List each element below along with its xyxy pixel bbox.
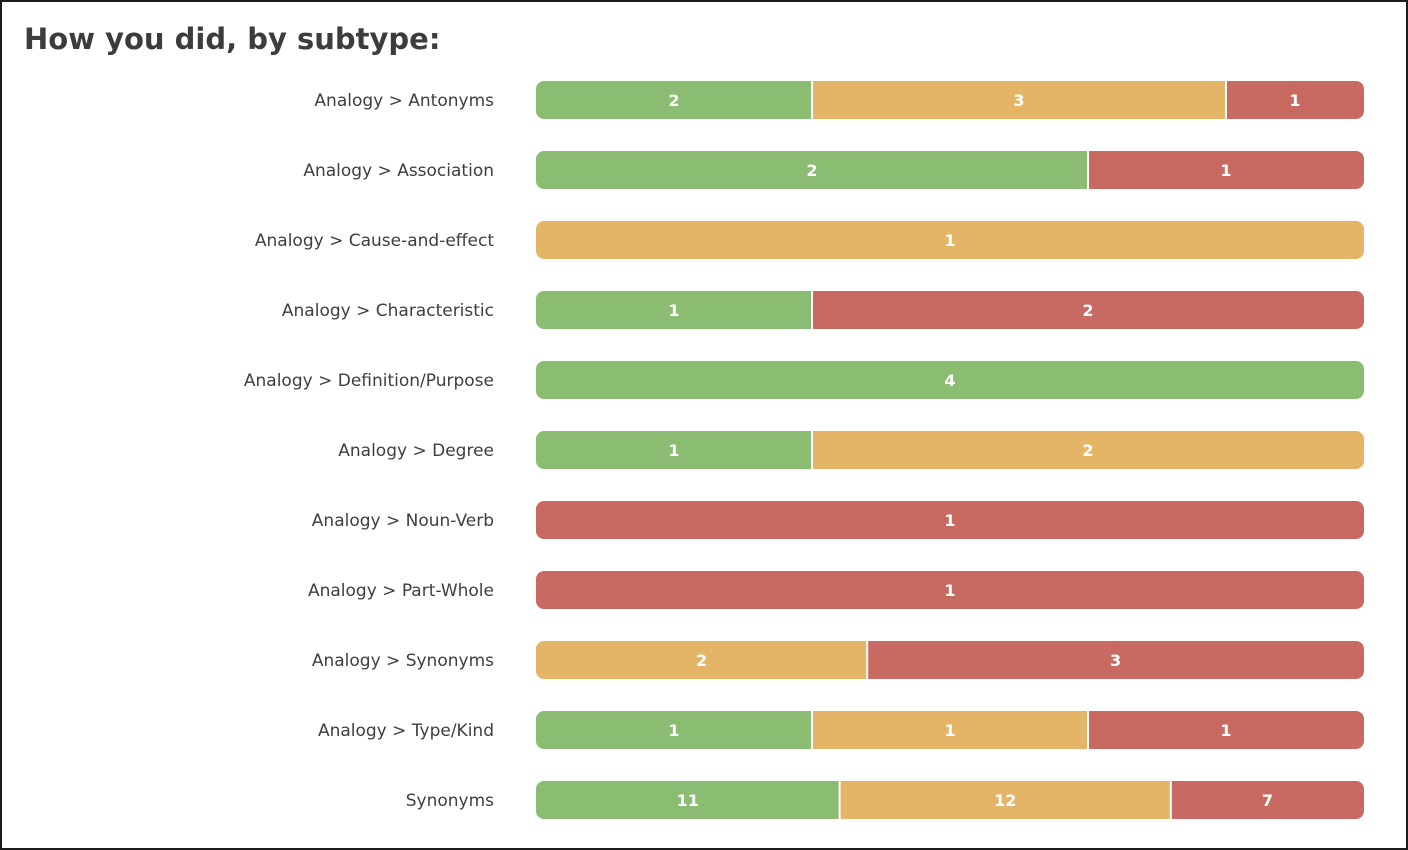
category-label: Analogy > Synonyms <box>312 651 494 671</box>
segment-value-label: 1 <box>668 441 679 460</box>
bar-segment[interactable] <box>536 711 812 749</box>
bar-row <box>536 781 1364 819</box>
category-label: Analogy > Degree <box>338 441 494 461</box>
bar-segment[interactable] <box>536 361 1364 399</box>
bar-segment[interactable] <box>536 221 1364 259</box>
segment-value-label: 3 <box>1110 651 1121 670</box>
category-label: Analogy > Part-Whole <box>308 581 494 601</box>
segment-value-label: 7 <box>1262 791 1273 810</box>
bar-segment[interactable] <box>536 501 1364 539</box>
segment-value-label: 2 <box>696 651 707 670</box>
bar-segment[interactable] <box>1226 81 1364 119</box>
bar-row <box>536 571 1364 609</box>
bar-row <box>536 501 1364 539</box>
segment-value-label: 1 <box>1289 91 1300 110</box>
category-label: Analogy > Characteristic <box>282 301 494 321</box>
segment-value-label: 2 <box>1082 441 1093 460</box>
bar-row <box>536 641 1364 679</box>
bar-segment[interactable] <box>536 431 812 469</box>
segment-value-label: 1 <box>1220 161 1231 180</box>
category-label: Analogy > Type/Kind <box>318 721 494 741</box>
segment-value-label: 1 <box>944 231 955 250</box>
segment-value-label: 4 <box>944 371 955 390</box>
bar-segment[interactable] <box>1088 151 1364 189</box>
segment-value-label: 1 <box>944 511 955 530</box>
bar-segment[interactable] <box>1170 781 1364 819</box>
bar-row <box>536 431 1364 469</box>
chart-title: How you did, by subtype: <box>24 22 441 56</box>
bar-segment[interactable] <box>812 291 1364 329</box>
bar-segment[interactable] <box>812 711 1088 749</box>
segment-value-label: 1 <box>944 581 955 600</box>
bar-row <box>536 221 1364 259</box>
bar-row <box>536 711 1364 749</box>
category-label: Analogy > Cause-and-effect <box>255 231 494 251</box>
segment-value-label: 1 <box>1220 721 1231 740</box>
bar-row <box>536 81 1364 119</box>
segment-value-label: 1 <box>944 721 955 740</box>
category-label: Analogy > Antonyms <box>314 91 494 111</box>
bar-segment[interactable] <box>536 781 840 819</box>
segment-value-label: 3 <box>1013 91 1024 110</box>
bar-segment[interactable] <box>536 571 1364 609</box>
segment-value-label: 1 <box>668 301 679 320</box>
bar-row <box>536 151 1364 189</box>
bar-segment[interactable] <box>536 641 868 679</box>
bar-segment[interactable] <box>536 81 812 119</box>
category-label: Analogy > Definition/Purpose <box>244 371 494 391</box>
segment-value-label: 12 <box>994 791 1016 810</box>
bar-segment[interactable] <box>839 781 1171 819</box>
bar-row <box>536 291 1364 329</box>
bar-row <box>536 361 1364 399</box>
bar-segment[interactable] <box>1088 711 1364 749</box>
bar-segment[interactable] <box>536 291 812 329</box>
segment-value-label: 2 <box>668 91 679 110</box>
segment-value-label: 1 <box>668 721 679 740</box>
segment-value-label: 2 <box>1082 301 1093 320</box>
bar-segment[interactable] <box>812 81 1226 119</box>
bar-segment[interactable] <box>812 431 1364 469</box>
category-label: Analogy > Noun-Verb <box>312 511 494 531</box>
category-label: Synonyms <box>406 791 494 811</box>
segment-value-label: 2 <box>806 161 817 180</box>
category-label: Analogy > Association <box>303 161 494 181</box>
bar-segment[interactable] <box>536 151 1088 189</box>
segment-value-label: 11 <box>677 791 699 810</box>
bar-segment[interactable] <box>867 641 1364 679</box>
